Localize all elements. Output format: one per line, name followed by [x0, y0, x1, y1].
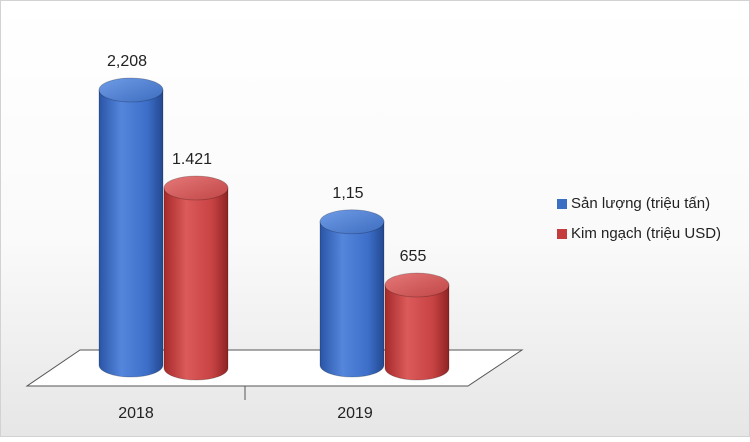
data-label-2019-s2: 655 [400, 248, 427, 265]
x-tick-label-2018: 2018 [118, 405, 154, 422]
cylinder-bar-2019-s2 [384, 272, 450, 381]
legend-swatch-kim-ngach [557, 229, 567, 239]
cylinder-top-2018-s1 [98, 77, 164, 103]
data-label-2019-s1: 1,15 [332, 185, 363, 202]
legend-swatch-san-luong [557, 199, 567, 209]
bars-layer [98, 77, 450, 381]
cylinder-body-2019-s2 [384, 284, 450, 381]
cylinder-top-2018-s2 [163, 175, 229, 201]
legend: Sản lượng (triệu tấn) Kim ngạch (triệu U… [557, 195, 721, 242]
cylinder-bar-2018-s1 [98, 77, 164, 378]
data-label-2018-s2: 1.421 [172, 151, 212, 168]
x-tick-label-2019: 2019 [337, 405, 373, 422]
cylinder-body-2019-s1 [319, 221, 385, 378]
legend-label-kim-ngach: Kim ngạch (triệu USD) [571, 225, 721, 242]
cylinder-top-2019-s2 [384, 272, 450, 298]
value-labels-layer: 2,208 1.421 1,15 655 [107, 53, 426, 265]
data-label-2018-s1: 2,208 [107, 53, 147, 70]
cylinder-bar-2019-s1 [319, 209, 385, 378]
cylinder-body-2018-s1 [98, 89, 164, 378]
cylinder-body-2018-s2 [163, 187, 229, 381]
cylinder-bar-2018-s2 [163, 175, 229, 381]
legend-label-san-luong: Sản lượng (triệu tấn) [571, 195, 710, 212]
cylinder-top-2019-s1 [319, 209, 385, 235]
